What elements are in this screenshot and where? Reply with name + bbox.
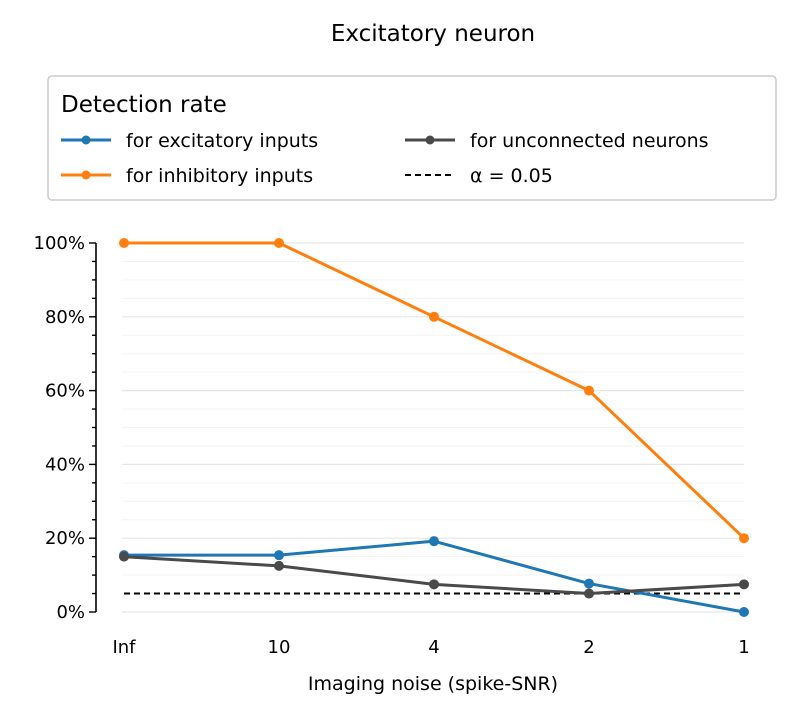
legend-entry: for unconnected neurons	[405, 130, 709, 152]
data-point	[119, 238, 129, 248]
legend-label: α = 0.05	[470, 165, 553, 187]
plot-area: 0% 20% 40% 60% 80% 100% Inf 10 4 2 1	[34, 233, 750, 658]
legend-marker	[425, 135, 435, 145]
legend-entries: for excitatory inputs for inhibitory inpu…	[61, 130, 709, 187]
data-point	[739, 607, 749, 617]
legend-label: for unconnected neurons	[470, 130, 709, 152]
x-axis: Inf 10 4 2 1	[112, 637, 749, 658]
x-tick-label: 2	[583, 637, 594, 658]
chart-title: Excitatory neuron	[331, 21, 535, 47]
x-tick-label: 10	[268, 637, 291, 658]
data-point	[429, 579, 439, 590]
legend-label: for inhibitory inputs	[126, 165, 313, 187]
legend-entry: α = 0.05	[405, 165, 553, 187]
data-point	[274, 238, 284, 248]
data-point	[584, 588, 594, 599]
data-point	[274, 550, 284, 561]
x-tick-label: 4	[428, 637, 439, 658]
series-layer	[119, 238, 749, 617]
y-axis: 0% 20% 40% 60% 80% 100%	[34, 233, 97, 623]
y-tick-label: 100%	[34, 233, 85, 254]
data-point	[429, 311, 439, 322]
legend: Detection rate for excitatory inputsfor …	[47, 75, 777, 201]
legend-marker	[81, 170, 91, 180]
legend-title: Detection rate	[61, 92, 227, 118]
y-tick-label: 0%	[56, 602, 85, 623]
series-1	[119, 238, 749, 544]
series-line	[124, 539, 745, 614]
legend-marker	[81, 135, 91, 145]
x-tick-label: 1	[738, 637, 749, 658]
data-point	[274, 560, 284, 571]
data-point	[429, 536, 439, 547]
series-2	[119, 551, 749, 599]
series-0	[119, 536, 749, 617]
y-tick-label: 40%	[45, 454, 85, 475]
y-tick-label: 80%	[45, 307, 85, 328]
data-point	[584, 578, 594, 589]
data-point	[119, 551, 129, 562]
x-tick-label: Inf	[112, 637, 136, 658]
data-point	[584, 385, 594, 396]
x-axis-label: Imaging noise (spike-SNR)	[308, 673, 558, 695]
data-point	[739, 579, 749, 590]
y-tick-label: 60%	[45, 381, 85, 402]
legend-entry: for excitatory inputs	[61, 130, 318, 152]
y-tick-label: 20%	[45, 528, 85, 549]
legend-entry: for inhibitory inputs	[61, 165, 313, 187]
legend-label: for excitatory inputs	[126, 130, 318, 152]
legend-frame	[47, 75, 777, 201]
data-point	[739, 533, 749, 544]
